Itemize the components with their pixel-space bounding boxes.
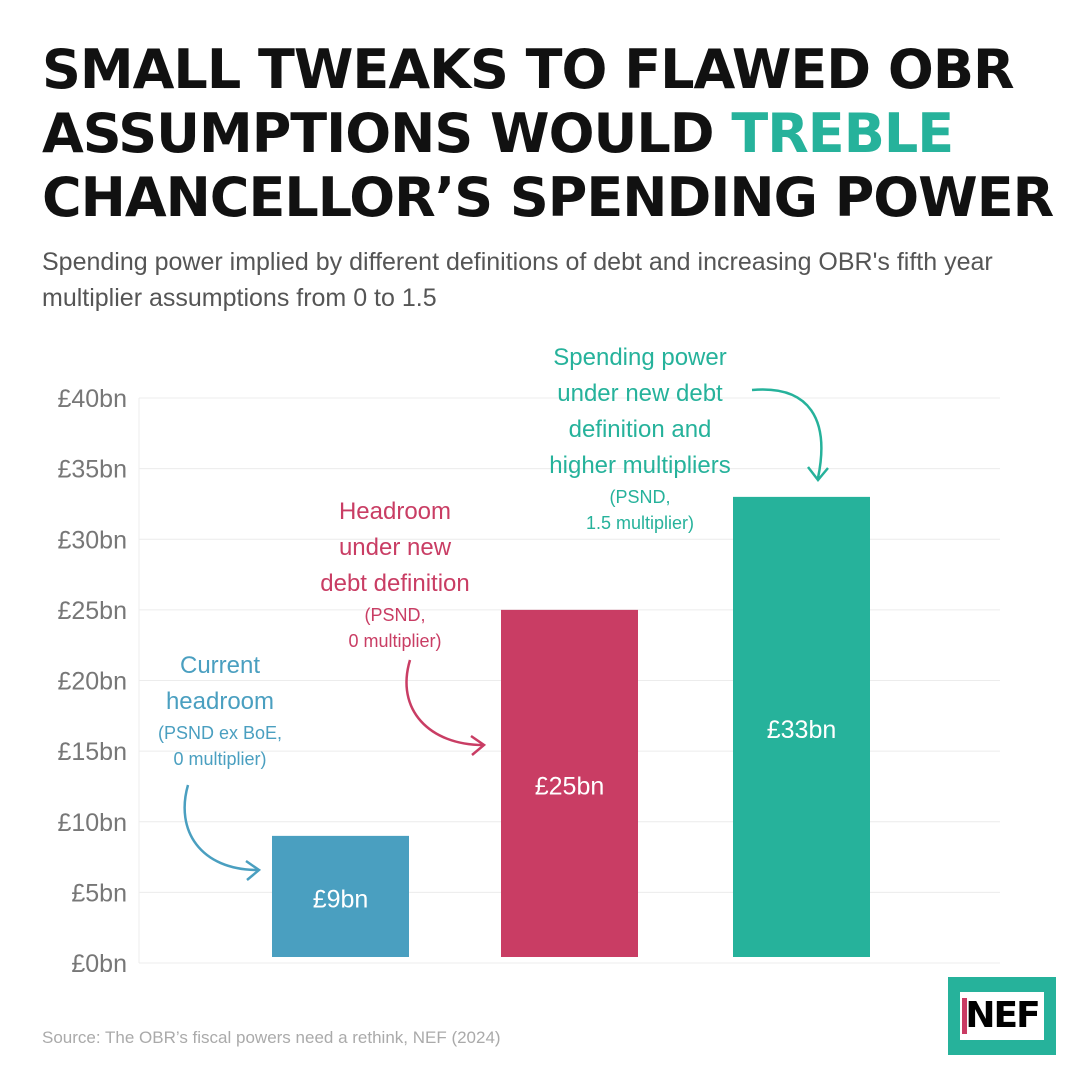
y-tick-label: £15bn (57, 738, 127, 766)
annotation-subtext: 0 multiplier) (173, 749, 267, 769)
bar-value-label: £33bn (767, 716, 837, 744)
arrow-current-headroom (183, 784, 259, 872)
y-tick-label: £40bn (57, 385, 127, 413)
annotation-subtext: (PSND, (364, 605, 426, 625)
annotation-text: Spending power (553, 344, 727, 371)
y-tick-label: £35bn (57, 456, 127, 484)
arrow-spending-power-head (807, 466, 829, 482)
annotation-text: Current (179, 652, 261, 679)
source-note: Source: The OBR’s fiscal powers need a r… (42, 1028, 501, 1047)
title-line-1: SMALL TWEAKS TO FLAWED OBR (42, 38, 1015, 101)
y-tick-label: £0bn (71, 950, 127, 978)
annotation-text: under new (338, 534, 452, 561)
annotation-text: debt definition (320, 570, 470, 597)
arrow-new-debt-head (470, 734, 487, 756)
annotation-new-debt: Headroom under new debt definition (PSND… (280, 494, 510, 654)
annotation-subtext: (PSND, (609, 487, 671, 507)
y-tick-label: £20bn (57, 668, 127, 696)
arrow-spending-power (751, 388, 823, 479)
bar (733, 496, 870, 957)
annotation-text: definition and (568, 416, 712, 443)
logo-text: NEF (960, 992, 1044, 1040)
chart-subtitle: Spending power implied by different defi… (42, 248, 993, 312)
nef-logo: NEF (948, 977, 1056, 1055)
annotation-subtext: (PSND ex BoE, (157, 723, 283, 743)
logo-accent (962, 998, 967, 1034)
arrow-new-debt (405, 659, 484, 747)
title-line-3: CHANCELLOR’S SPENDING POWER (42, 166, 1054, 229)
title-highlight: TREBLE (731, 102, 954, 165)
annotation-arrows (183, 388, 829, 881)
y-tick-label: £10bn (57, 809, 127, 837)
y-tick-label: £25bn (57, 597, 127, 625)
y-tick-label: £5bn (71, 879, 127, 907)
bar (501, 609, 638, 957)
bar (272, 835, 409, 957)
arrow-current-headroom-head (245, 859, 262, 881)
annotation-text: higher multipliers (549, 452, 731, 479)
annotation-spending-power: Spending power under new debt definition… (500, 340, 780, 536)
annotation-text: under new debt (557, 380, 723, 407)
annotation-text: Headroom (338, 498, 452, 525)
bar-value-label: £25bn (535, 772, 605, 800)
chart-title: SMALL TWEAKS TO FLAWED OBR ASSUMPTIONS W… (42, 38, 1054, 230)
annotation-subtext: 1.5 multiplier) (585, 513, 695, 533)
annotation-text: headroom (165, 688, 275, 715)
bar-value-label: £9bn (313, 885, 369, 913)
annotation-current-headroom: Current headroom (PSND ex BoE, 0 multipl… (120, 648, 320, 772)
title-line-2: ASSUMPTIONS WOULD (42, 102, 732, 165)
annotation-subtext: 0 multiplier) (348, 631, 442, 651)
y-tick-label: £30bn (57, 526, 127, 554)
